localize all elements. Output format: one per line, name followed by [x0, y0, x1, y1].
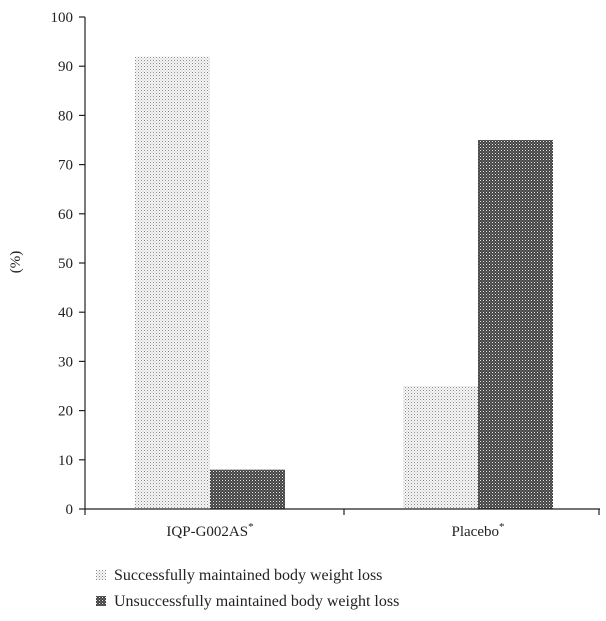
y-tick-label: 70 [58, 158, 73, 174]
legend-label: Successfully maintained body weight loss [114, 567, 382, 584]
x-axis: IQP-G002AS* Placebo* [84, 508, 600, 540]
y-axis-title: (%) [8, 251, 24, 274]
y-axis: 0 10 20 30 40 50 60 70 80 90 100 [51, 10, 86, 518]
x-category-label: IQP-G002AS* [166, 521, 253, 540]
legend-swatch [96, 596, 106, 606]
bar-successful-1 [135, 56, 210, 510]
y-tick-label: 90 [58, 59, 73, 75]
y-tick-label: 80 [58, 108, 73, 124]
y-tick-label: 60 [58, 207, 73, 223]
bar-successful-2 [403, 386, 478, 509]
x-category-label: Placebo* [452, 521, 505, 540]
y-tick-label: 0 [66, 502, 74, 518]
y-tick-label: 20 [58, 404, 73, 420]
y-tick-label: 100 [51, 10, 74, 26]
y-tick-label: 40 [58, 305, 73, 321]
y-tick-label: 10 [58, 453, 73, 469]
y-tick-label: 50 [58, 256, 73, 272]
legend-swatch [96, 570, 106, 580]
bar-unsuccessful-1 [210, 469, 285, 509]
bars [135, 56, 553, 510]
bar-unsuccessful-2 [478, 140, 553, 509]
legend: Successfully maintained body weight loss… [96, 567, 399, 610]
legend-label: Unsuccessfully maintained body weight lo… [114, 593, 399, 610]
y-tick-label: 30 [58, 354, 73, 370]
